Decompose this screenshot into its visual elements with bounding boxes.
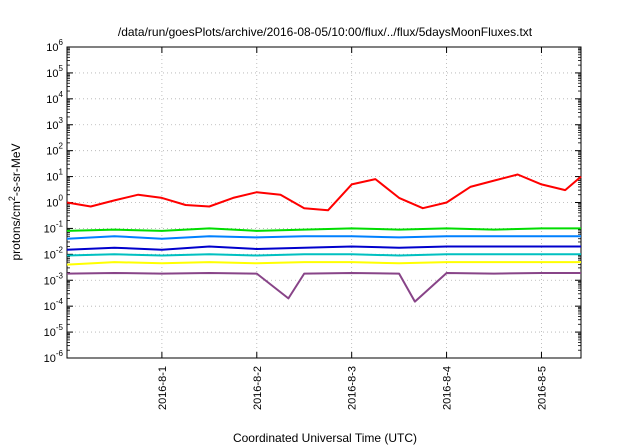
y-tick-label: 106 xyxy=(46,38,63,54)
y-tick-label-exp: -5 xyxy=(56,323,64,332)
y-axis-label-tail: -s-sr-MeV xyxy=(9,143,23,196)
series-line-4 xyxy=(66,253,581,257)
y-tick-label: 100 xyxy=(46,194,63,210)
series-line-6 xyxy=(66,272,581,303)
y-tick-label: 10-4 xyxy=(44,297,64,313)
y-tick-label: 10-1 xyxy=(44,219,64,235)
y-tick-label-exp: -6 xyxy=(56,349,64,358)
y-tick-label-exp: 3 xyxy=(59,116,64,125)
y-tick-label-exp: 5 xyxy=(59,64,64,73)
series-layer xyxy=(66,173,582,303)
y-tick-label: 10-3 xyxy=(44,271,64,287)
y-tick-label-base: 10 xyxy=(44,275,56,287)
y-tick-label-exp: -1 xyxy=(56,219,64,228)
y-axis-label: protons/cm2-s-sr-MeV xyxy=(7,143,23,260)
y-tick-label-exp: -3 xyxy=(56,271,64,280)
y-tick-label-base: 10 xyxy=(44,327,56,339)
y-tick-label: 102 xyxy=(46,142,63,158)
grid-layer xyxy=(67,47,581,358)
y-tick-label: 101 xyxy=(46,168,63,184)
y-tick-label-base: 10 xyxy=(46,172,58,184)
y-tick-label-base: 10 xyxy=(46,120,58,132)
y-tick-label-exp: 4 xyxy=(59,90,64,99)
x-tick-label: 2016-8-3 xyxy=(347,366,359,410)
y-tick-label: 10-6 xyxy=(44,349,64,365)
x-tick-layer: 2016-8-1 2016-8-2 2016-8-3 2016-8-4 2016-8-5 xyxy=(157,47,548,410)
y-tick-label: 104 xyxy=(46,90,63,106)
series-line-2 xyxy=(66,235,581,240)
y-tick-label-base: 10 xyxy=(44,223,56,235)
x-tick-label: 2016-8-1 xyxy=(157,366,169,410)
y-tick-label: 10-2 xyxy=(44,245,64,261)
y-tick-label-base: 10 xyxy=(46,146,58,158)
y-tick-label-base: 10 xyxy=(46,198,58,210)
y-tick-label: 10-5 xyxy=(44,323,64,339)
x-tick-label: 2016-8-4 xyxy=(442,366,454,410)
y-tick-layer: 10-610-510-410-310-210-11001011021031041… xyxy=(44,38,581,365)
y-tick-label-exp: 6 xyxy=(59,38,64,47)
y-tick-label-base: 10 xyxy=(46,94,58,106)
series-line-3 xyxy=(66,245,581,251)
y-tick-label-exp: 1 xyxy=(59,168,64,177)
y-tick-label-base: 10 xyxy=(46,42,58,54)
y-tick-label-base: 10 xyxy=(44,249,56,261)
y-tick-label: 105 xyxy=(46,64,63,80)
chart-title: /data/run/goesPlots/archive/2016-08-05/1… xyxy=(118,25,533,39)
x-tick-label: 2016-8-5 xyxy=(536,366,548,410)
y-tick-label-exp: 0 xyxy=(59,194,64,203)
series-line-1 xyxy=(66,227,581,232)
y-tick-label-base: 10 xyxy=(44,353,56,365)
x-tick-label: 2016-8-2 xyxy=(252,366,264,410)
y-tick-label-base: 10 xyxy=(46,68,58,80)
series-line-5 xyxy=(66,261,581,266)
y-tick-label-exp: 2 xyxy=(59,142,64,151)
series-line-0 xyxy=(66,173,582,212)
y-axis-label-exp: 2 xyxy=(7,196,17,201)
y-tick-label: 103 xyxy=(46,116,63,132)
y-axis-label-base: protons/cm xyxy=(9,201,23,260)
y-tick-label-exp: -2 xyxy=(56,245,64,254)
x-axis-label: Coordinated Universal Time (UTC) xyxy=(233,431,417,445)
y-tick-label-exp: -4 xyxy=(56,297,64,306)
y-tick-label-base: 10 xyxy=(44,301,56,313)
